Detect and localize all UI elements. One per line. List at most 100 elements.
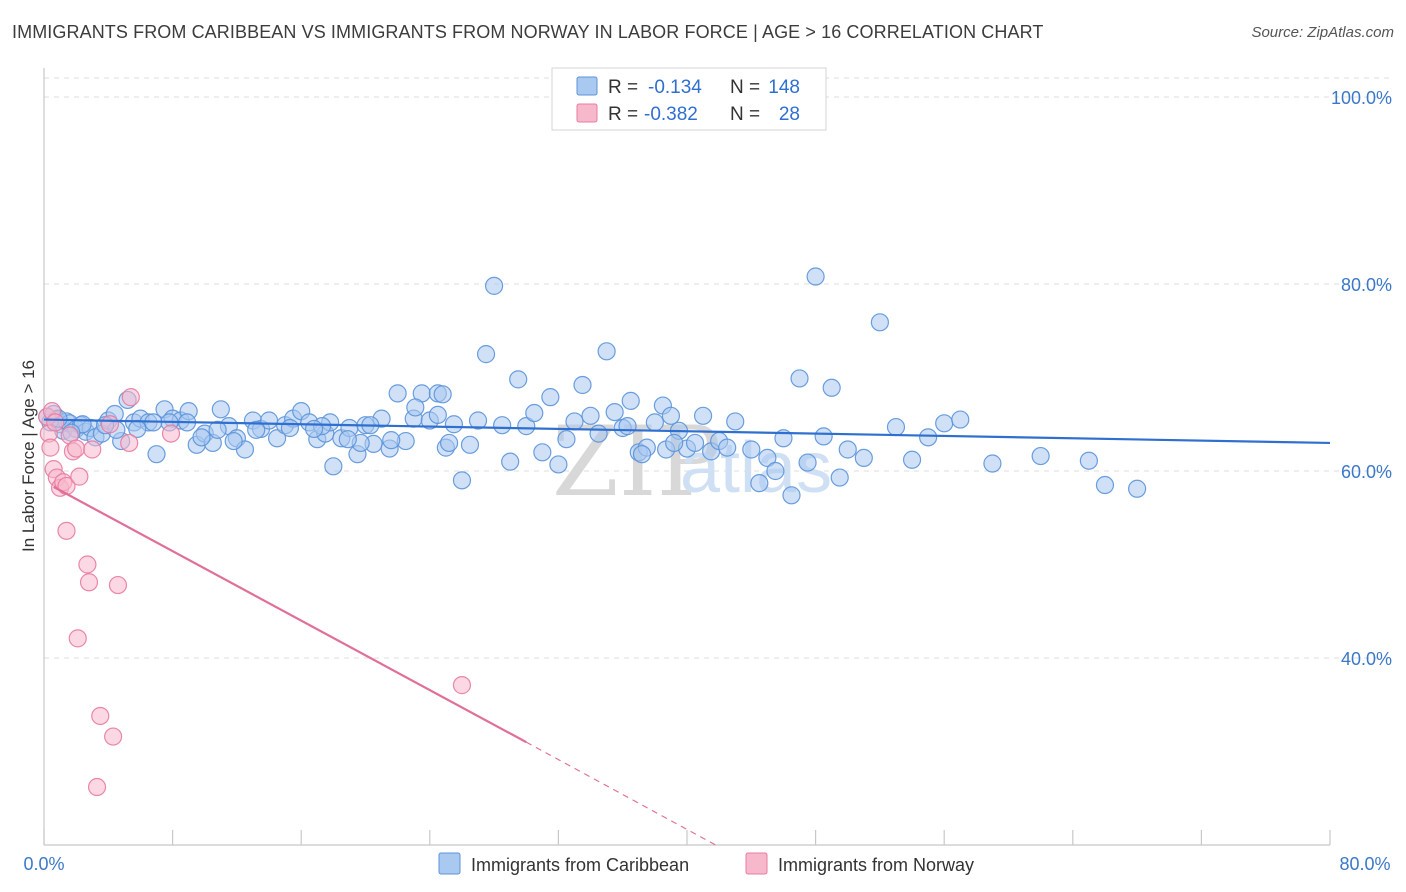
bottom-legend: Immigrants from Caribbean Immigrants fro… <box>438 852 974 875</box>
caribbean-point-43 <box>324 457 343 476</box>
caribbean-point-122 <box>618 417 637 436</box>
caribbean-point-106 <box>838 440 857 459</box>
bottom-legend-label-caribbean: Immigrants from Caribbean <box>471 855 689 875</box>
caribbean-point-133 <box>304 419 324 439</box>
caribbean-point-66 <box>509 370 528 389</box>
caribbean-point-138 <box>192 428 211 447</box>
caribbean-point-97 <box>766 461 785 481</box>
norway-point-4 <box>41 438 60 457</box>
chart-title: IMMIGRANTS FROM CARIBBEAN VS IMMIGRANTS … <box>12 22 1044 42</box>
norway-point-18 <box>68 629 87 648</box>
caribbean-point-68 <box>525 403 544 423</box>
caribbean-point-93 <box>726 412 745 431</box>
caribbean-point-103 <box>814 427 833 446</box>
caribbean-point-78 <box>605 402 624 422</box>
norway-point-20 <box>104 727 123 746</box>
y-axis-label: In Labor Force | Age > 16 <box>19 360 38 552</box>
bottom-legend-swatch-caribbean <box>438 852 461 875</box>
x-tick-label-max: 80.0% <box>1339 854 1390 874</box>
caribbean-point-116 <box>1079 451 1098 470</box>
caribbean-point-58 <box>444 415 464 434</box>
trendline-caribbean <box>43 418 1331 445</box>
y-tick-label-80: 80.0% <box>1341 275 1392 295</box>
norway-point-27 <box>83 440 102 459</box>
caribbean-point-59 <box>452 471 472 490</box>
caribbean-point-64 <box>493 416 512 435</box>
norway-point-21 <box>87 777 107 797</box>
caribbean-point-136 <box>224 431 243 451</box>
caribbean-point-85 <box>661 406 681 425</box>
caribbean-point-99 <box>782 486 801 505</box>
chart-source: Source: ZipAtlas.com <box>1251 24 1394 41</box>
norway-point-16 <box>79 573 99 592</box>
trendlines <box>43 418 1331 848</box>
caribbean-point-105 <box>830 468 849 487</box>
caribbean-point-71 <box>549 455 568 474</box>
caribbean-point-60 <box>460 435 480 454</box>
series-norway-points <box>38 388 472 797</box>
caribbean-point-130 <box>338 430 357 449</box>
legend-swatch-norway <box>576 103 598 123</box>
y-axis-tick-labels: 40.0% 60.0% 80.0% 100.0% <box>1331 88 1392 669</box>
caribbean-point-65 <box>501 452 520 471</box>
legend-n-label-2: N = <box>730 104 760 125</box>
legend-r-value-caribbean: -0.134 <box>648 77 702 98</box>
caribbean-point-77 <box>597 342 616 361</box>
norway-point-12 <box>67 439 86 458</box>
caribbean-point-72 <box>557 430 576 449</box>
caribbean-point-36 <box>267 429 287 448</box>
caribbean-point-107 <box>854 448 873 468</box>
caribbean-point-61 <box>468 411 488 430</box>
caribbean-point-117 <box>1095 475 1115 495</box>
norway-point-24 <box>161 424 181 443</box>
caribbean-point-134 <box>280 418 300 438</box>
x-axis-ticks <box>43 830 1331 845</box>
norway-point-26 <box>452 676 472 695</box>
caribbean-point-112 <box>935 414 954 433</box>
legend-n-label-1: N = <box>730 77 760 98</box>
caribbean-point-137 <box>208 420 227 439</box>
caribbean-point-56 <box>428 405 447 424</box>
legend-r-label-2: R = <box>608 104 638 125</box>
norway-point-14 <box>57 521 76 540</box>
caribbean-point-135 <box>247 420 266 439</box>
y-tick-label-40: 40.0% <box>1341 649 1392 669</box>
caribbean-point-111 <box>919 428 938 447</box>
norway-point-3 <box>46 413 65 432</box>
norway-point-22 <box>121 388 140 407</box>
caribbean-point-123 <box>439 433 459 453</box>
bottom-legend-label-norway: Immigrants from Norway <box>778 855 974 875</box>
legend-swatch-caribbean <box>576 76 598 96</box>
caribbean-point-88 <box>685 433 705 453</box>
caribbean-point-76 <box>589 424 608 443</box>
gridlines <box>44 77 1392 659</box>
caribbean-point-83 <box>645 413 664 432</box>
caribbean-point-67 <box>517 417 536 436</box>
caribbean-point-110 <box>902 450 922 469</box>
norway-point-15 <box>78 555 97 574</box>
norway-point-13 <box>70 467 89 486</box>
legend-r-label-1: R = <box>608 77 638 98</box>
norway-point-25 <box>100 415 120 434</box>
bottom-legend-swatch-norway <box>745 852 768 875</box>
caribbean-point-70 <box>541 388 560 407</box>
caribbean-point-95 <box>750 474 769 493</box>
caribbean-point-127 <box>382 431 401 450</box>
caribbean-point-73 <box>565 412 584 431</box>
caribbean-point-62 <box>476 345 496 364</box>
caribbean-point-114 <box>983 454 1002 473</box>
caribbean-point-126 <box>406 398 425 417</box>
caribbean-point-125 <box>433 385 452 404</box>
y-tick-label-60: 60.0% <box>1341 462 1392 482</box>
caribbean-point-104 <box>822 378 841 397</box>
norway-point-17 <box>108 575 128 595</box>
caribbean-point-75 <box>581 406 600 425</box>
legend-n-value-caribbean: 148 <box>768 77 800 98</box>
caribbean-point-96 <box>758 448 777 468</box>
caribbean-point-108 <box>870 313 890 332</box>
caribbean-point-100 <box>790 369 809 388</box>
caribbean-point-94 <box>742 440 761 459</box>
trendline-norway-extension <box>525 741 720 848</box>
caribbean-point-51 <box>388 384 407 403</box>
